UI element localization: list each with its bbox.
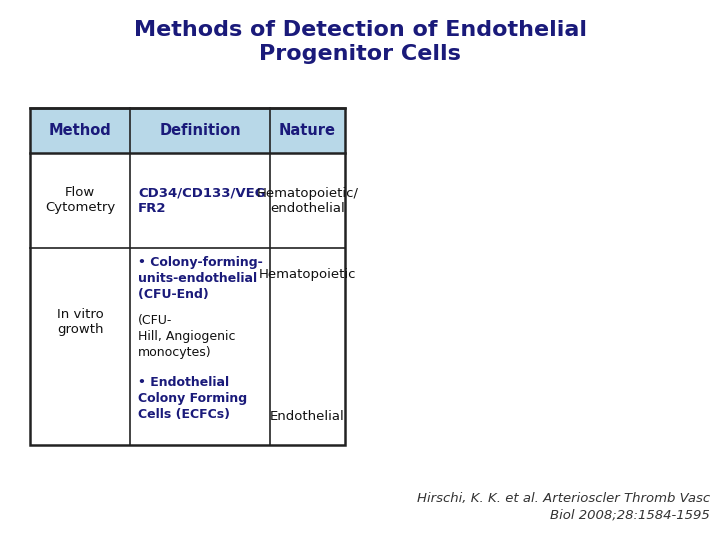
Text: Progenitor Cells: Progenitor Cells xyxy=(259,44,461,64)
Bar xyxy=(30,108,345,153)
Text: Method: Method xyxy=(49,123,112,138)
Text: • Colony-forming-
units-endothelial
(CFU-End): • Colony-forming- units-endothelial (CFU… xyxy=(138,256,263,301)
Text: Nature: Nature xyxy=(279,123,336,138)
Bar xyxy=(30,108,345,445)
Text: Hematopoietic/
endothelial: Hematopoietic/ endothelial xyxy=(256,186,359,214)
Text: Methods of Detection of Endothelial: Methods of Detection of Endothelial xyxy=(133,20,587,40)
Text: (CFU-
Hill, Angiogenic
monocytes): (CFU- Hill, Angiogenic monocytes) xyxy=(138,314,235,359)
Text: • Endothelial
Colony Forming
Cells (ECFCs): • Endothelial Colony Forming Cells (ECFC… xyxy=(138,376,247,421)
Text: Definition: Definition xyxy=(159,123,240,138)
Text: Flow
Cytometry: Flow Cytometry xyxy=(45,186,115,214)
Text: Hirschi, K. K. et al. Arterioscler Thromb Vasc
Biol 2008;28:1584-1595: Hirschi, K. K. et al. Arterioscler Throm… xyxy=(417,492,710,522)
Text: Endothelial: Endothelial xyxy=(270,410,345,423)
Text: In vitro
growth: In vitro growth xyxy=(57,307,104,335)
Text: Hematopoietic: Hematopoietic xyxy=(258,268,356,281)
Text: CD34/CD133/VEG
FR2: CD34/CD133/VEG FR2 xyxy=(138,186,266,214)
